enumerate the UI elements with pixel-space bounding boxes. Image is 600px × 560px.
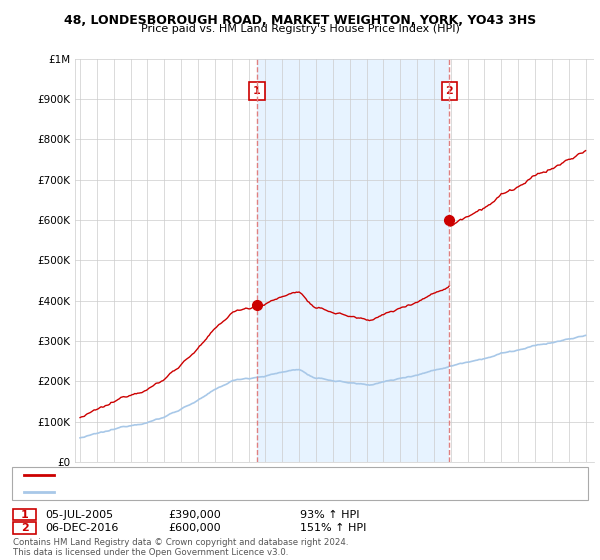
Text: HPI: Average price, detached house, East Riding of Yorkshire: HPI: Average price, detached house, East…	[60, 487, 355, 497]
Text: 05-JUL-2005: 05-JUL-2005	[45, 510, 113, 520]
Text: 2: 2	[446, 86, 453, 96]
Text: 1: 1	[253, 86, 261, 96]
Text: 48, LONDESBOROUGH ROAD, MARKET WEIGHTON, YORK, YO43 3HS (detached house): 48, LONDESBOROUGH ROAD, MARKET WEIGHTON,…	[60, 470, 481, 480]
Text: 93% ↑ HPI: 93% ↑ HPI	[300, 510, 359, 520]
Text: £600,000: £600,000	[168, 523, 221, 533]
Text: £390,000: £390,000	[168, 510, 221, 520]
Text: 2: 2	[21, 523, 28, 533]
Bar	[257, 59, 449, 462]
Text: 1: 1	[21, 510, 28, 520]
Text: 151% ↑ HPI: 151% ↑ HPI	[300, 523, 367, 533]
Text: 48, LONDESBOROUGH ROAD, MARKET WEIGHTON, YORK, YO43 3HS: 48, LONDESBOROUGH ROAD, MARKET WEIGHTON,…	[64, 14, 536, 27]
Text: Price paid vs. HM Land Registry's House Price Index (HPI): Price paid vs. HM Land Registry's House …	[140, 24, 460, 34]
Text: 06-DEC-2016: 06-DEC-2016	[45, 523, 118, 533]
Text: Contains HM Land Registry data © Crown copyright and database right 2024.
This d: Contains HM Land Registry data © Crown c…	[13, 538, 349, 557]
